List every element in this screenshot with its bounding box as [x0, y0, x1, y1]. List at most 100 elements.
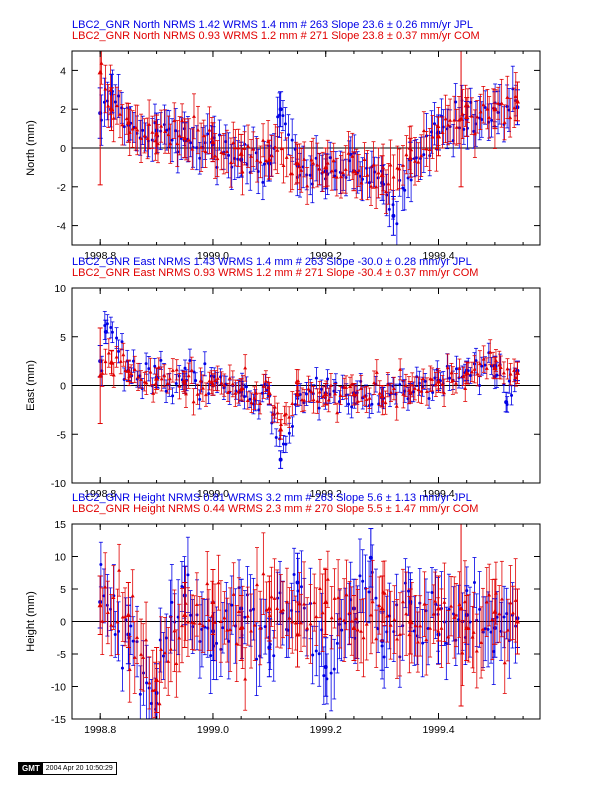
data-point-com-8 [323, 569, 329, 635]
x-tick-label: 1999.0 [197, 488, 229, 500]
series-cloud-com [99, 51, 518, 214]
gmt-stamp: GMT 2004 Apr 20 10:50:29 [18, 762, 117, 775]
x-tick-label: 1999.2 [310, 488, 342, 500]
data-point-com-9 [294, 383, 301, 406]
x-tick-label: 1999.2 [310, 250, 342, 262]
x-tick-label: 1999.4 [422, 488, 454, 500]
y-axis-label: Height (mm) [25, 591, 37, 652]
data-point-com-8 [278, 419, 284, 440]
x-tick-label: 1998.8 [84, 250, 116, 262]
series-cloud-com [100, 338, 518, 436]
data-point-com-3 [182, 582, 188, 648]
data-point-com-15 [464, 97, 470, 137]
data-point-com-2 [125, 102, 131, 143]
data-point-com-11 [379, 155, 385, 196]
data-point-com-5 [238, 595, 244, 661]
data-point-com-7 [266, 139, 272, 180]
data-point-com-4 [182, 118, 188, 159]
y-tick-label: 0 [60, 143, 66, 155]
data-point-com-4 [182, 371, 188, 394]
data-point-com-6 [238, 378, 244, 401]
data-point-com-6 [238, 133, 244, 174]
data-point-com-10 [379, 575, 385, 642]
x-tick-label: 1999.2 [310, 724, 342, 736]
y-tick-label: 5 [60, 584, 66, 596]
data-point-com-3 [153, 367, 160, 390]
data-point-jpl-10 [368, 528, 374, 588]
data-point-com-14 [458, 51, 464, 188]
data-point-com-10 [323, 383, 329, 406]
data-layer [97, 524, 521, 719]
data-point-com-17 [514, 361, 521, 385]
data-point-com-3 [153, 114, 160, 155]
data-point-com-17 [514, 81, 521, 122]
data-point-com-0 [97, 327, 103, 425]
y-tick-label: -5 [57, 429, 66, 441]
x-tick-label: 1998.8 [84, 724, 116, 736]
data-point-com-16 [492, 356, 498, 380]
data-point-com-15 [492, 578, 498, 645]
data-point-jpl-8 [278, 450, 284, 469]
data-point-com-15 [464, 361, 470, 385]
data-point-jpl-8 [323, 637, 329, 697]
y-tick-label: 10 [54, 283, 66, 295]
series-cloud-com [100, 532, 518, 719]
chart-title-com: LBC2_GNR Height NRMS 0.44 WRMS 2.3 mm # … [72, 503, 478, 515]
data-point-com-7 [266, 382, 272, 405]
data-point-jpl-1 [103, 319, 109, 345]
data-point-com-10 [351, 151, 357, 192]
y-tick-label: -2 [57, 182, 66, 194]
data-point-com-2 [125, 359, 131, 383]
data-point-com-1 [108, 349, 115, 375]
data-point-com-1 [108, 87, 115, 132]
y-tick-label: 10 [54, 552, 66, 564]
data-point-jpl-8 [278, 91, 284, 128]
x-tick-label: 1998.8 [84, 488, 116, 500]
data-point-com-9 [323, 147, 329, 188]
y-tick-label: 5 [60, 332, 66, 344]
data-point-com-11 [407, 588, 413, 655]
chart-panel-east: LBC2_GNR East NRMS 1.43 WRMS 1.4 mm # 26… [25, 256, 541, 500]
data-point-com-8 [294, 143, 301, 184]
x-tick-label: 1999.0 [197, 250, 229, 262]
data-point-com-13 [435, 116, 442, 157]
x-tick-label: 1999.4 [422, 724, 454, 736]
y-tick-label: -15 [51, 714, 66, 726]
data-point-com-9 [351, 595, 357, 661]
data-point-com-13 [458, 524, 464, 707]
chart-title-jpl: LBC2_GNR Height NRMS 0.81 WRMS 3.2 mm # … [72, 492, 472, 504]
y-tick-label: 0 [60, 617, 66, 629]
chart-panel-height: LBC2_GNR Height NRMS 0.81 WRMS 3.2 mm # … [25, 492, 541, 736]
series-cloud-jpl [98, 536, 518, 719]
data-point-com-14 [464, 595, 470, 661]
chart-title-jpl: LBC2_GNR North NRMS 1.42 WRMS 1.4 mm # 2… [72, 19, 473, 31]
data-point-com-5 [210, 373, 216, 396]
data-point-com-0 [97, 575, 103, 635]
data-point-com-7 [294, 601, 301, 668]
y-tick-label: -4 [57, 221, 66, 233]
y-tick-label: 0 [60, 381, 66, 393]
chart-title-jpl: LBC2_GNR East NRMS 1.43 WRMS 1.4 mm # 26… [72, 256, 472, 268]
data-layer [97, 51, 521, 245]
data-point-com-0 [97, 51, 103, 186]
data-point-com-12 [379, 385, 385, 408]
gmt-timestamp: 2004 Apr 20 10:50:29 [45, 765, 113, 772]
y-axis-label: East (mm) [25, 360, 37, 411]
data-point-com-6 [266, 575, 272, 642]
data-layer [97, 310, 521, 469]
data-point-com-11 [351, 383, 357, 406]
gmt-logo: GMT [19, 763, 43, 774]
data-point-com-4 [210, 569, 216, 635]
data-point-jpl-17 [503, 391, 509, 413]
data-point-jpl-13 [390, 196, 396, 236]
y-tick-label: -5 [57, 649, 66, 661]
y-tick-label: 2 [60, 104, 66, 116]
y-tick-label: -10 [51, 478, 66, 490]
data-point-com-12 [435, 575, 442, 642]
series-cloud-jpl [99, 65, 518, 245]
y-tick-label: -10 [51, 682, 66, 694]
x-tick-label: 1999.0 [197, 724, 229, 736]
y-axis-label: North (mm) [25, 120, 37, 176]
data-point-com-2 [153, 647, 160, 713]
